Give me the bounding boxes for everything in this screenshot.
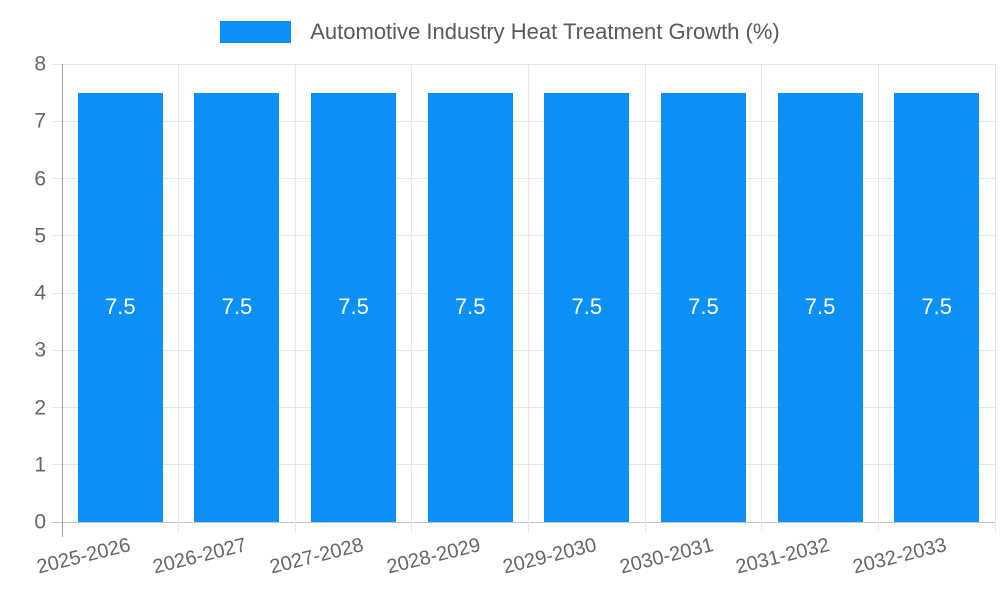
gridline-vertical	[528, 64, 529, 522]
y-tick-label: 1	[34, 453, 46, 477]
gridline-vertical	[877, 64, 879, 522]
bar: 7.5	[544, 92, 630, 522]
x-tick-label: 2032-2033	[850, 534, 949, 579]
y-tick-label: 8	[34, 52, 46, 76]
bar-value-label: 7.5	[221, 294, 253, 320]
gridline-vertical	[761, 64, 763, 522]
x-axis-tick	[61, 522, 63, 537]
bar: 7.5	[894, 92, 980, 522]
gridline-vertical	[411, 64, 413, 522]
y-tick-label: 5	[34, 224, 46, 248]
bar-value-label: 7.5	[454, 294, 486, 320]
x-tick-label: 2026-2027	[150, 534, 250, 579]
y-axis-tick	[52, 407, 62, 408]
bar-value-label: 7.5	[338, 294, 369, 320]
x-tick-label: 2028-2029	[384, 534, 483, 579]
gridline-vertical	[178, 64, 180, 522]
gridline-vertical	[644, 64, 646, 522]
y-tick-label: 4	[34, 281, 46, 305]
bar-value-label: 7.5	[571, 294, 603, 320]
x-axis-tick	[644, 522, 646, 532]
x-axis-tick	[994, 522, 996, 532]
gridline-vertical	[294, 64, 296, 522]
y-axis-tick	[52, 120, 62, 122]
x-tick-label: 2030-2031	[617, 534, 716, 579]
bar-value-label: 7.5	[921, 294, 952, 320]
y-axis-tick	[52, 178, 62, 179]
y-axis-tick	[52, 292, 62, 294]
gridline-vertical	[994, 64, 996, 522]
bar: 7.5	[311, 92, 397, 522]
y-tick-label: 6	[34, 167, 46, 190]
x-tick-label: 2029-2030	[500, 534, 599, 579]
y-axis-tick	[52, 235, 62, 237]
y-axis-tick	[52, 63, 62, 65]
bar: 7.5	[427, 92, 513, 522]
y-axis-line	[61, 64, 63, 522]
x-tick-label: 2025-2026	[34, 534, 133, 579]
bar-value-label: 7.5	[688, 294, 719, 320]
y-axis-tick	[52, 464, 62, 466]
x-axis-tick	[294, 522, 296, 532]
bar: 7.5	[77, 92, 163, 522]
bar-value-label: 7.5	[804, 294, 836, 320]
legend: Automotive Industry Heat Treatment Growt…	[0, 15, 1000, 49]
y-tick-label: 7	[34, 109, 46, 133]
legend-swatch	[220, 21, 292, 43]
y-tick-label: 3	[34, 338, 46, 362]
bar: 7.5	[777, 92, 863, 522]
x-axis-tick	[178, 522, 180, 532]
bar-value-label: 7.5	[105, 294, 136, 320]
y-axis-tick	[52, 349, 62, 351]
x-axis-tick	[411, 522, 413, 532]
bar: 7.5	[660, 92, 746, 522]
x-axis-tick	[528, 522, 529, 532]
x-axis-tick	[877, 522, 879, 532]
y-axis-tick	[52, 521, 62, 523]
x-tick-label: 2027-2028	[267, 534, 366, 579]
x-tick-label: 2031-2032	[734, 534, 833, 579]
legend-label: Automotive Industry Heat Treatment Growt…	[310, 19, 780, 44]
y-tick-label: 0	[34, 510, 46, 534]
x-axis-tick	[761, 522, 763, 532]
y-tick-label: 2	[34, 396, 46, 419]
plot-area: 7.5 7.5 7.5 7.5 7.5 7.5 7.5 7.5	[61, 63, 996, 523]
bar: 7.5	[194, 92, 280, 522]
